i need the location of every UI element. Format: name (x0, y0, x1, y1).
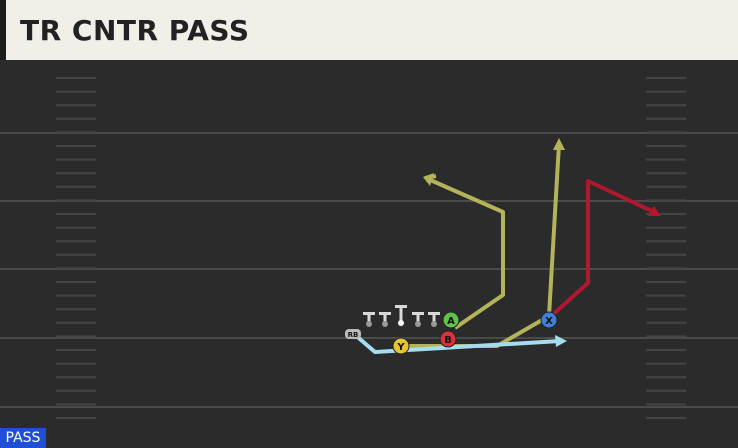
field-bg (0, 60, 738, 448)
player-label: A (447, 316, 455, 327)
play-type: PASS (0, 428, 46, 448)
hash-marks (56, 77, 686, 419)
play-title: TR CNTR PASS (20, 14, 250, 47)
play-field: AB X Y RB (0, 60, 738, 448)
player-icon (392, 337, 410, 355)
player-icon (345, 329, 361, 339)
route-a (427, 177, 505, 330)
linemen (363, 305, 440, 327)
player-icon (540, 311, 558, 329)
player-label: X (545, 316, 553, 327)
route-x (547, 179, 657, 320)
player-icon (439, 330, 457, 348)
player-label: B (444, 335, 452, 346)
players: AB X Y RB (345, 311, 558, 355)
player-label: RB (348, 331, 359, 339)
route-rb (352, 332, 561, 354)
player-icon (442, 311, 460, 329)
player-label: Y (396, 342, 405, 353)
yard-lines (0, 132, 738, 408)
header: TR CNTR PASS (0, 0, 738, 60)
